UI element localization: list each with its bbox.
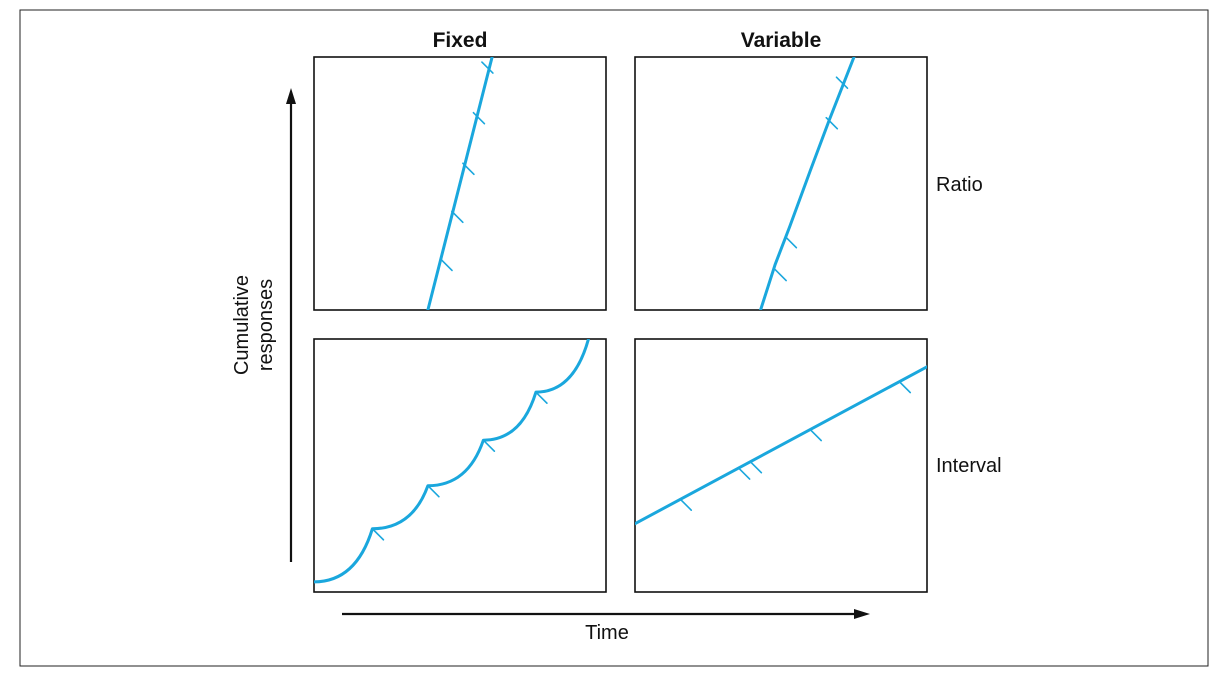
reinforcement-tick-variable-interval-1	[679, 498, 693, 511]
panel-fixed-interval	[313, 338, 607, 593]
curve-fixed-ratio	[426, 57, 494, 310]
reinforcement-tick-variable-ratio-2	[784, 235, 798, 249]
x-axis-label: Time	[585, 622, 629, 644]
column-header-fixed: Fixed	[433, 29, 488, 52]
reinforcement-tick-variable-ratio-4	[835, 76, 849, 90]
reinforcement-tick-fixed-interval-3	[482, 439, 496, 453]
reinforcement-tick-variable-interval-2	[737, 467, 751, 480]
curve-fixed-interval	[314, 339, 590, 584]
row-label-interval: Interval	[936, 455, 1002, 477]
column-header-variable: Variable	[741, 29, 822, 52]
reinforcement-tick-variable-ratio-3	[825, 116, 839, 130]
y-axis-arrowhead	[286, 88, 296, 104]
reinforcement-tick-fixed-ratio-4	[472, 111, 486, 125]
reinforcement-tick-variable-interval-3	[749, 460, 763, 474]
reinforcement-tick-fixed-ratio-1	[440, 258, 453, 272]
y-axis-label: Cumulative responses	[231, 275, 277, 375]
x-axis-arrowhead	[854, 609, 870, 619]
y-axis-label-line-2: responses	[255, 279, 277, 371]
panel-variable-interval	[634, 338, 928, 593]
y-axis-label-line-1: Cumulative	[231, 275, 253, 375]
panel-grid	[313, 56, 928, 593]
reinforcement-tick-variable-interval-5	[898, 380, 912, 394]
reinforcement-tick-fixed-interval-1	[371, 527, 385, 541]
reinforcement-tick-fixed-interval-4	[535, 391, 548, 404]
reinforcement-tick-fixed-ratio-2	[451, 210, 464, 224]
reinforcement-tick-variable-ratio-1	[774, 268, 787, 282]
curve-variable-interval	[635, 365, 927, 526]
reinforcement-tick-fixed-ratio-3	[462, 162, 475, 176]
reinforcement-tick-fixed-interval-2	[427, 484, 440, 498]
row-label-ratio: Ratio	[936, 174, 983, 196]
outer-frame	[19, 9, 1209, 667]
panel-variable-ratio	[634, 56, 928, 311]
curve-variable-ratio	[759, 57, 856, 310]
reinforcement-tick-fixed-ratio-5	[481, 61, 494, 74]
reinforcement-tick-variable-interval-4	[809, 428, 823, 442]
